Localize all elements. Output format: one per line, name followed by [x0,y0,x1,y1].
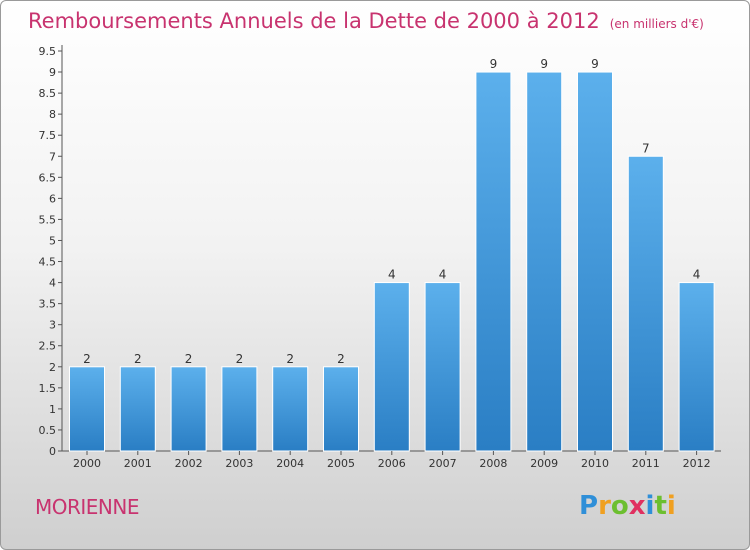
logo-letter: t [654,491,667,521]
y-tick-label: 3.5 [39,298,57,311]
logo-letter: x [628,491,646,521]
x-tick-label: 2005 [327,457,355,470]
bar [627,155,664,452]
bar [424,282,461,452]
x-tick-label: 2009 [530,457,558,470]
bar-value-label: 4 [388,268,396,282]
bar-value-label: 4 [439,268,447,282]
chart-unit-label: (en milliers d'€) [609,17,704,31]
bar-value-label: 9 [540,57,548,71]
chart-title: Remboursements Annuels de la Dette de 20… [28,9,704,33]
bar [577,71,613,452]
bar [526,71,563,452]
logo-letter: i [645,491,655,521]
proxiti-logo: Proxiti [579,491,676,521]
y-tick-label: 8 [49,108,56,121]
x-tick-label: 2012 [683,457,711,470]
x-tick-label: 2002 [175,457,203,470]
y-tick-label: 5.5 [39,213,57,226]
bar-value-label: 2 [286,352,294,366]
bar [373,282,410,452]
logo-letter: r [598,491,611,521]
bar-value-label: 4 [693,268,701,282]
bar [272,366,309,452]
x-tick-label: 2010 [581,457,609,470]
bar-value-label: 9 [490,57,498,71]
bar [678,282,715,452]
bar [221,366,258,452]
bar [69,366,105,452]
bar-value-label: 9 [591,57,599,71]
y-tick-label: 4 [49,277,56,290]
bar [119,366,156,452]
chart-title-text: Remboursements Annuels de la Dette de 20… [28,9,600,33]
bar [170,366,207,452]
y-tick-label: 9.5 [39,45,57,58]
x-tick-label: 2003 [225,457,253,470]
y-tick-label: 7 [49,150,56,163]
bar [323,366,359,452]
x-tick-label: 2004 [276,457,304,470]
y-tick-label: 3 [49,319,56,332]
logo-letter: P [579,491,599,521]
x-tick-label: 2007 [429,457,457,470]
y-tick-label: 2.5 [39,340,57,353]
y-tick-label: 6 [49,192,56,205]
y-tick-label: 9 [49,66,56,79]
x-tick-label: 2008 [479,457,507,470]
x-tick-label: 2001 [124,457,152,470]
bar-value-label: 2 [83,352,91,366]
bar [475,71,512,452]
y-tick-label: 2 [49,361,56,374]
logo-letter: i [666,491,676,521]
place-name: MORIENNE [35,495,140,519]
y-tick-label: 0.5 [39,424,57,437]
y-tick-label: 4.5 [39,256,57,269]
logo-letter: o [610,491,629,521]
y-tick-label: 6.5 [39,171,57,184]
bar-value-label: 2 [236,352,244,366]
y-tick-label: 7.5 [39,129,57,142]
x-tick-label: 2011 [632,457,660,470]
bar-value-label: 2 [134,352,142,366]
y-tick-label: 5 [49,234,56,247]
x-tick-label: 2000 [73,457,101,470]
bar-value-label: 7 [642,141,650,155]
bar-value-label: 2 [337,352,345,366]
y-tick-label: 1.5 [39,382,57,395]
y-tick-label: 8.5 [39,87,57,100]
x-tick-label: 2006 [378,457,406,470]
y-tick-label: 0 [49,445,56,458]
y-tick-label: 1 [49,403,56,416]
bar-value-label: 2 [185,352,193,366]
